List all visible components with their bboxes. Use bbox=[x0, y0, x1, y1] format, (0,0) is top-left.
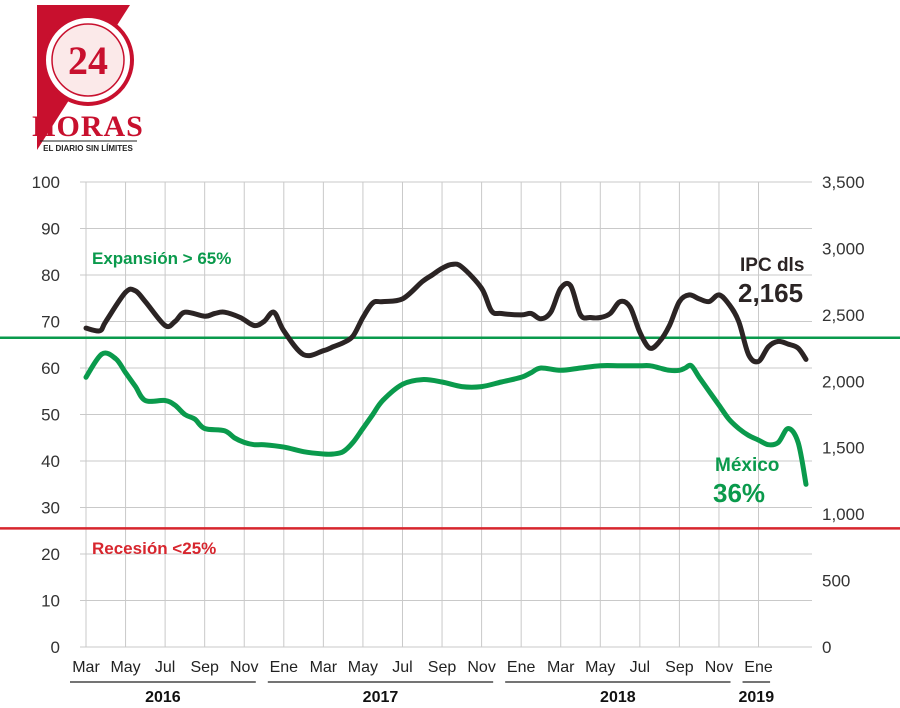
y-left-tick-label: 0 bbox=[51, 638, 60, 657]
mexico-series-label: México bbox=[715, 455, 779, 476]
y-left-tick-label: 70 bbox=[41, 313, 60, 332]
y-right-tick-label: 1,500 bbox=[822, 439, 865, 458]
logo-number: 24 bbox=[68, 38, 108, 83]
mexico-line bbox=[83, 350, 809, 487]
y-left-tick-label: 90 bbox=[41, 220, 60, 239]
y-right-tick-label: 3,000 bbox=[822, 239, 865, 258]
y-left-tick-label: 80 bbox=[41, 266, 60, 285]
x-tick-label: Sep bbox=[665, 659, 694, 676]
x-tick-label: Ene bbox=[507, 659, 536, 676]
y-right-tick-label: 2,000 bbox=[822, 372, 865, 391]
newspaper-logo: 24 HORAS EL DIARIO SIN LÍMITES bbox=[32, 5, 144, 153]
x-tick-label: Jul bbox=[392, 659, 412, 676]
y-left-tick-label: 30 bbox=[41, 499, 60, 518]
year-label: 2018 bbox=[600, 689, 636, 706]
logo-inner-circle bbox=[51, 23, 125, 97]
x-tick-label: May bbox=[110, 659, 140, 676]
y-left-tick-label: 50 bbox=[41, 406, 60, 425]
x-tick-label: Mar bbox=[72, 659, 100, 676]
threshold-label: Expansión > 65% bbox=[92, 249, 231, 268]
x-tick-label: Jul bbox=[155, 659, 175, 676]
logo-name: HORAS bbox=[32, 110, 144, 143]
x-tick-label: Mar bbox=[547, 659, 575, 676]
grid bbox=[80, 181, 812, 648]
x-tick-label: May bbox=[585, 659, 615, 676]
x-tick-label: May bbox=[348, 659, 378, 676]
axes: 0 10 20 30 40 50 60 70 80 90 100 0 500 1,000 1,500 2,00… bbox=[32, 173, 865, 706]
mexico-last-value: 36% bbox=[713, 478, 765, 508]
year-label: 2019 bbox=[739, 689, 775, 706]
x-tick-label: Mar bbox=[310, 659, 338, 676]
x-tick-label: Ene bbox=[744, 659, 773, 676]
y-right-tick-label: 2,500 bbox=[822, 306, 865, 325]
y-left-tick-label: 60 bbox=[41, 359, 60, 378]
y-right-tick-label: 0 bbox=[822, 638, 831, 657]
x-tick-label: Ene bbox=[270, 659, 299, 676]
x-tick-label: Sep bbox=[428, 659, 457, 676]
ipc-last-value: 2,165 bbox=[738, 278, 803, 308]
y-left-tick-label: 20 bbox=[41, 545, 60, 564]
y-left-tick-label: 100 bbox=[32, 173, 60, 192]
x-tick-label: Nov bbox=[467, 659, 495, 676]
ipc-series-label: IPC dls bbox=[740, 255, 804, 276]
year-label: 2017 bbox=[363, 689, 399, 706]
threshold-label: Recesión <25% bbox=[92, 539, 216, 558]
x-tick-label: Jul bbox=[630, 659, 650, 676]
x-tick-label: Nov bbox=[705, 659, 733, 676]
y-right-tick-label: 500 bbox=[822, 572, 850, 591]
year-label: 2016 bbox=[145, 689, 181, 706]
threshold-lines: Expansión > 65% Recesión <25% bbox=[0, 249, 900, 558]
y-right-tick-label: 3,500 bbox=[822, 173, 865, 192]
y-left-tick-label: 10 bbox=[41, 592, 60, 611]
series bbox=[83, 261, 809, 487]
y-left-tick-label: 40 bbox=[41, 452, 60, 471]
ipc-line bbox=[83, 261, 809, 365]
x-tick-label: Sep bbox=[190, 659, 219, 676]
y-right-tick-label: 1,000 bbox=[822, 505, 865, 524]
logo-tagline: EL DIARIO SIN LÍMITES bbox=[43, 144, 133, 153]
x-tick-label: Nov bbox=[230, 659, 258, 676]
